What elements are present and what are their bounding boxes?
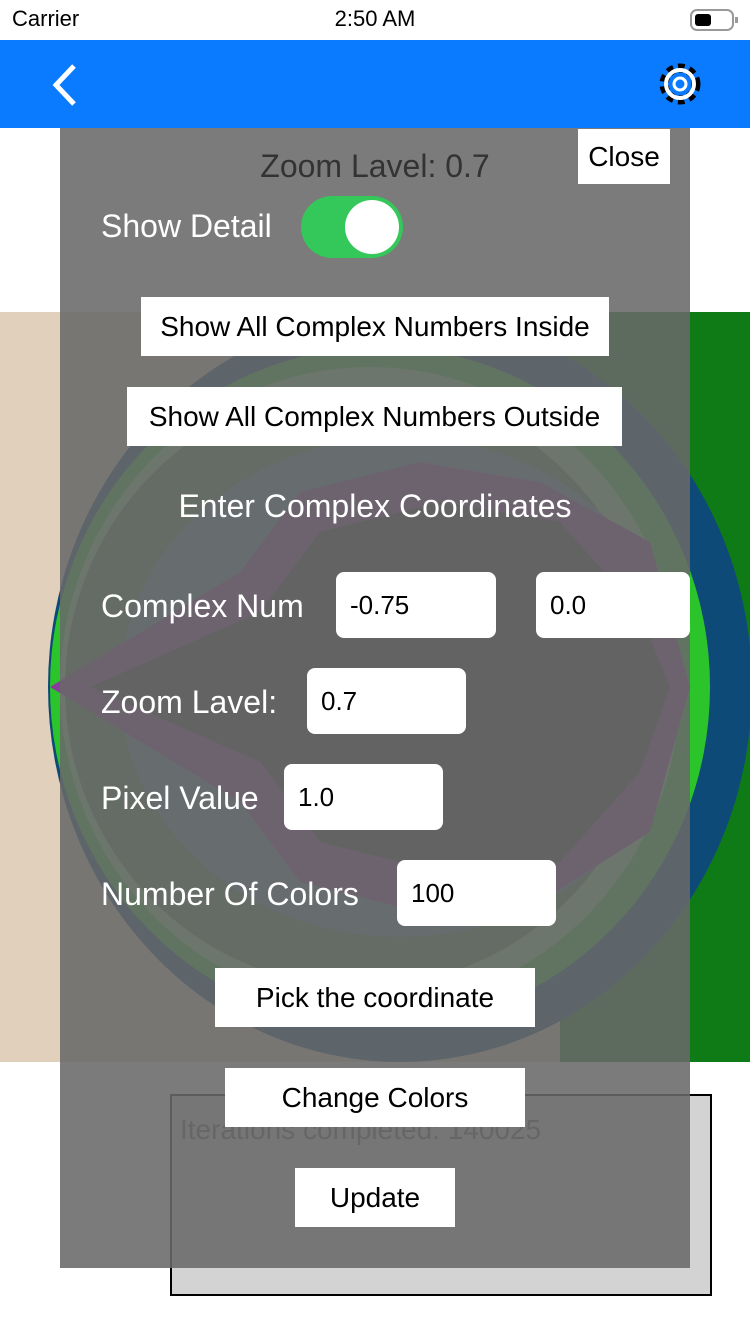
nav-bar	[0, 40, 750, 128]
text-field[interactable]: 0.7	[307, 668, 466, 734]
text-field[interactable]: 0.0	[536, 572, 690, 638]
field-label: Zoom Lavel:	[101, 684, 278, 720]
back-button[interactable]	[50, 62, 80, 108]
field-label: Complex Num	[101, 588, 304, 624]
settings-button[interactable]	[654, 58, 706, 110]
text-field[interactable]: 1.0	[284, 764, 443, 830]
zoom-title: Zoom Lavel: 0.7	[260, 148, 490, 184]
colors-button[interactable]: Change Colors	[225, 1068, 525, 1127]
field-label: Pixel Value	[101, 780, 259, 816]
field-label: Number Of Colors	[101, 876, 359, 912]
section-title: Enter Complex Coordinates	[178, 488, 572, 524]
status-bar: Carrier 2:50 AM	[0, 0, 750, 40]
text-field[interactable]: 100	[397, 860, 556, 926]
show-inside-button[interactable]: Show All Complex Numbers Inside	[141, 297, 609, 356]
show-detail-label: Show Detail	[101, 208, 272, 244]
close-button[interactable]: Close	[578, 129, 670, 184]
update-button[interactable]: Update	[295, 1168, 455, 1227]
text-field[interactable]: -0.75	[336, 572, 496, 638]
detail-toggle[interactable]	[300, 195, 404, 259]
battery	[690, 9, 738, 31]
carrier: Carrier	[12, 6, 80, 31]
pick-button[interactable]: Pick the coordinate	[215, 968, 535, 1027]
time: 2:50 AM	[334, 6, 416, 31]
show-outside-button[interactable]: Show All Complex Numbers Outside	[127, 387, 622, 446]
